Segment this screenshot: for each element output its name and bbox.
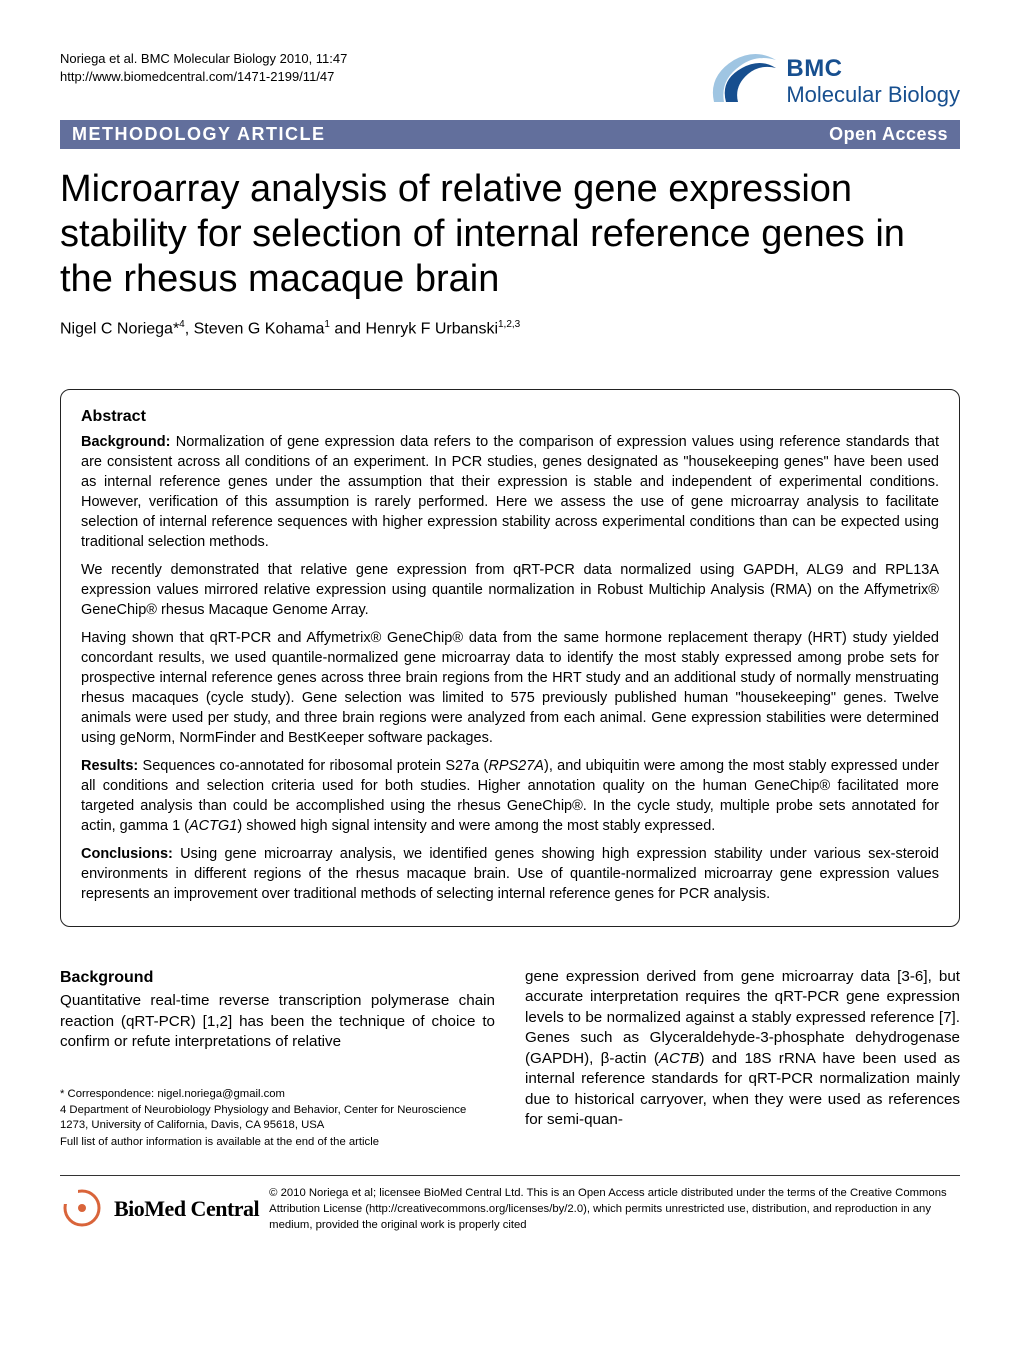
abstract-para-4: Results: Sequences co-annotated for ribo… <box>81 756 939 836</box>
abstract-para-1: Background: Normalization of gene expres… <box>81 432 939 552</box>
open-access-ring-icon <box>60 1186 104 1230</box>
open-access-label: Open Access <box>829 124 948 145</box>
citation-block: Noriega et al. BMC Molecular Biology 201… <box>60 50 347 86</box>
abstract-para-5: Conclusions: Using gene microarray analy… <box>81 844 939 904</box>
abstract-para-3: Having shown that qRT-PCR and Affymetrix… <box>81 628 939 748</box>
logo-journal-name: Molecular Biology <box>786 84 960 106</box>
background-col2-text: gene expression derived from gene microa… <box>525 967 960 1131</box>
article-title: Microarray analysis of relative gene exp… <box>60 167 960 301</box>
article-type-band: METHODOLOGY ARTICLE Open Access <box>60 120 960 149</box>
background-col1-text: Quantitative real-time reverse transcrip… <box>60 991 495 1053</box>
body-columns: Background Quantitative real-time revers… <box>60 967 960 1151</box>
logo-bmc: BMC <box>786 57 960 81</box>
correspondence-line: * Correspondence: nigel.noriega@gmail.co… <box>60 1087 495 1102</box>
license-text: © 2010 Noriega et al; licensee BioMed Ce… <box>269 1186 960 1233</box>
biomed-central-text: BioMed Central <box>114 1196 259 1221</box>
body-col-left: Background Quantitative real-time revers… <box>60 967 495 1151</box>
journal-logo-text: BMC Molecular Biology <box>786 57 960 106</box>
footnotes: * Correspondence: nigel.noriega@gmail.co… <box>60 1087 495 1150</box>
abstract-heading: Abstract <box>81 408 939 426</box>
article-type-label: METHODOLOGY ARTICLE <box>72 124 326 145</box>
journal-logo: BMC Molecular Biology <box>706 50 960 112</box>
abstract-para-2: We recently demonstrated that relative g… <box>81 560 939 620</box>
license-row: BioMed Central © 2010 Noriega et al; lic… <box>60 1175 960 1233</box>
bmc-swoosh-icon <box>706 50 778 112</box>
full-list-line: Full list of author information is avail… <box>60 1135 495 1150</box>
affiliation-line: 4 Department of Neurobiology Physiology … <box>60 1103 495 1134</box>
body-col-right: gene expression derived from gene microa… <box>525 967 960 1151</box>
authors-line: Nigel C Noriega*4, Steven G Kohama1 and … <box>60 319 960 338</box>
biomed-central-logo: BioMed Central <box>114 1194 259 1225</box>
background-heading: Background <box>60 967 495 989</box>
citation-url: http://www.biomedcentral.com/1471-2199/1… <box>60 68 347 86</box>
abstract-box: Abstract Background: Normalization of ge… <box>60 389 960 927</box>
header-top: Noriega et al. BMC Molecular Biology 201… <box>60 50 960 112</box>
citation-line-1: Noriega et al. BMC Molecular Biology 201… <box>60 50 347 68</box>
